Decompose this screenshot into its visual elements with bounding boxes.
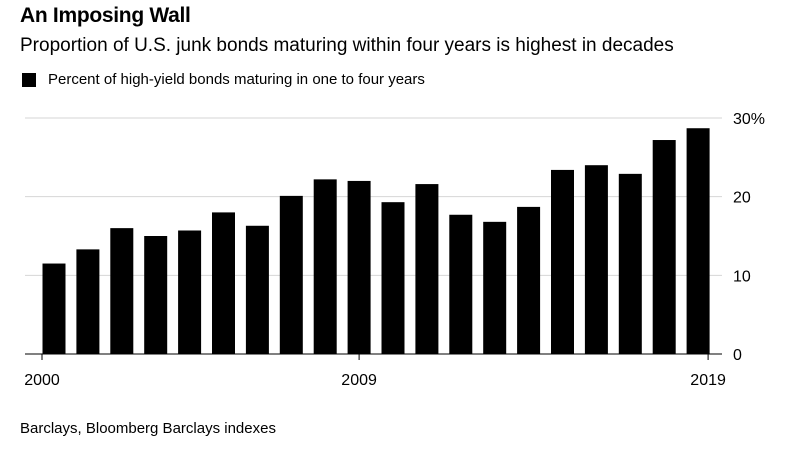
bar-2004	[178, 230, 202, 354]
y-tick-label: 10	[733, 268, 751, 285]
bar-2001	[76, 249, 100, 354]
legend-label: Percent of high-yield bonds maturing in …	[48, 71, 425, 88]
bar-2018	[652, 140, 676, 354]
y-tick-label: 30%	[733, 111, 765, 128]
x-axis: 2000 2009 2019	[24, 353, 726, 389]
x-tick-label: 2009	[341, 372, 377, 389]
bar-2005	[212, 212, 235, 354]
source-note: Barclays, Bloomberg Barclays indexes	[20, 420, 276, 437]
legend: Percent of high-yield bonds maturing in …	[22, 71, 425, 88]
bar-2012	[449, 214, 473, 354]
bar-2008	[313, 179, 337, 354]
bar-2017	[618, 173, 642, 354]
bar-2002	[110, 228, 134, 354]
chart-title: An Imposing Wall	[20, 4, 191, 27]
legend-swatch	[22, 72, 36, 87]
bar-2010	[381, 202, 405, 354]
bar-2016	[584, 165, 608, 354]
bar-2009	[347, 180, 371, 354]
bar-2003	[144, 236, 168, 354]
x-tick-label: 2019	[690, 372, 726, 389]
y-axis: 0 10 20 30%	[733, 111, 765, 364]
bars	[42, 128, 710, 354]
bar-2013	[483, 221, 507, 354]
bar-2015	[551, 169, 574, 354]
y-tick-label: 20	[733, 190, 751, 207]
bar-2000	[42, 263, 66, 354]
y-tick-label: 0	[733, 347, 742, 364]
bar-2011	[415, 184, 439, 354]
chart-subtitle: Proportion of U.S. junk bonds maturing w…	[20, 35, 674, 56]
x-tick-label: 2000	[24, 372, 60, 389]
bar-2006	[245, 225, 269, 354]
bar-2019	[686, 128, 710, 354]
bar-2014	[517, 206, 541, 354]
bar-2007	[279, 195, 303, 354]
